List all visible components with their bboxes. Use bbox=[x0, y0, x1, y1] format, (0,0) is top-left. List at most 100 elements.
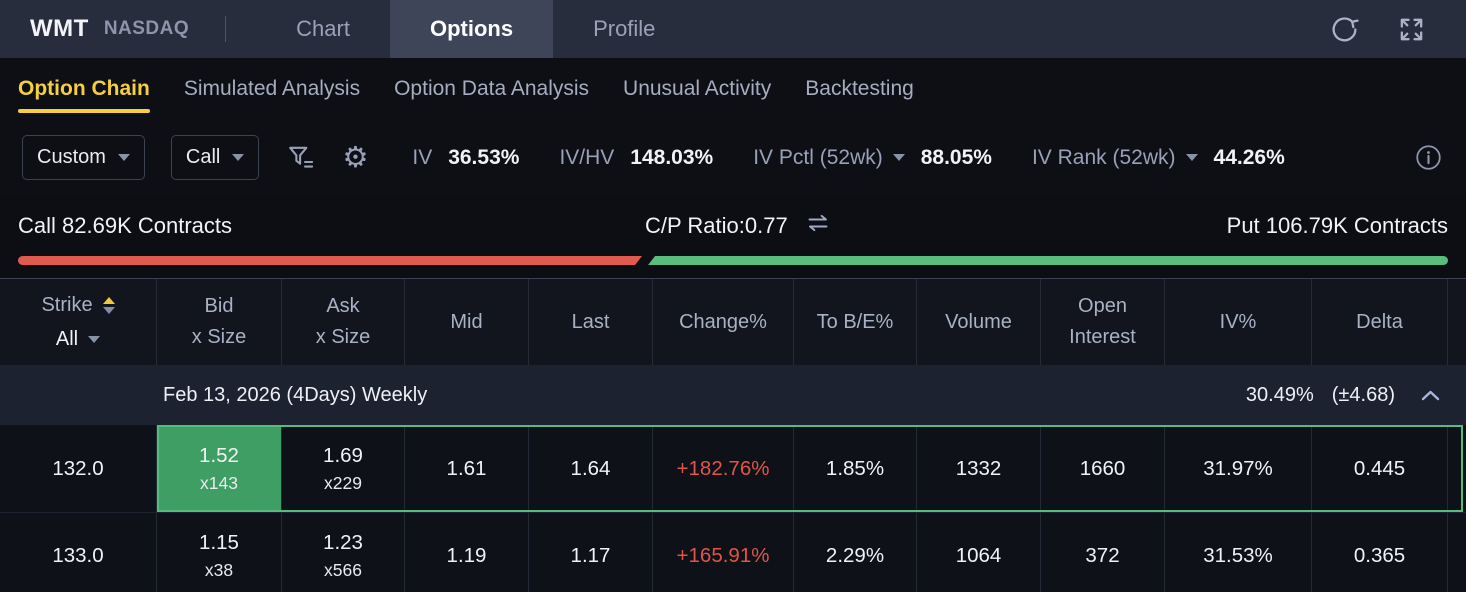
column-volume: Volume bbox=[917, 279, 1041, 365]
to-be-cell: 2.29% bbox=[794, 513, 917, 592]
stat-iv-pctl-label: IV Pctl (52wk) bbox=[753, 146, 905, 170]
chevron-down-icon bbox=[892, 154, 905, 161]
last-cell: 1.64 bbox=[529, 425, 653, 512]
stat-iv-value: 36.53% bbox=[448, 145, 520, 169]
cp-ratio-group: C/P Ratio:0.77 bbox=[645, 211, 832, 241]
call-contracts-label: Call 82.69K Contracts bbox=[18, 213, 232, 238]
stat-iv-rank[interactable]: IV Rank (52wk) 44.26% bbox=[1032, 146, 1285, 170]
side-dropdown-value: Call bbox=[185, 146, 221, 168]
call-put-ratio-section: Call 82.69K Contracts C/P Ratio:0.77 Put… bbox=[0, 204, 1466, 278]
sort-icon[interactable] bbox=[102, 296, 115, 314]
stat-iv-label: IV bbox=[412, 145, 433, 169]
stat-iv-rank-label: IV Rank (52wk) bbox=[1032, 146, 1198, 170]
strategy-dropdown-value: Custom bbox=[37, 146, 106, 168]
column-strike: Strike All bbox=[0, 279, 157, 365]
expiration-iv: 30.49% bbox=[1245, 383, 1314, 406]
sort-asc-icon bbox=[102, 296, 115, 304]
chevron-down-icon bbox=[117, 154, 130, 161]
change-cell: +165.91% bbox=[653, 513, 794, 592]
column-ask: Ask x Size bbox=[282, 279, 405, 365]
subtab-option-data-analysis[interactable]: Option Data Analysis bbox=[394, 76, 590, 100]
stat-iv-pctl[interactable]: IV Pctl (52wk) 88.05% bbox=[753, 146, 992, 170]
put-contracts-label: Put 106.79K Contracts bbox=[1226, 213, 1448, 238]
chain-table-header: Strike All Bid x Size Ask x Size Mid Last … bbox=[0, 278, 1466, 365]
ratio-bar-gap bbox=[642, 256, 648, 265]
topbar-tabs: Chart Options Profile bbox=[256, 0, 695, 58]
volume-cell: 1064 bbox=[917, 513, 1041, 592]
call-volume-bar bbox=[18, 256, 642, 265]
subtab-option-chain[interactable]: Option Chain bbox=[18, 58, 150, 119]
delta-cell: 0.365 bbox=[1312, 513, 1448, 592]
info-icon[interactable] bbox=[1415, 144, 1442, 171]
subtab-simulated-analysis[interactable]: Simulated Analysis bbox=[183, 76, 361, 100]
column-open-interest: Open Interest bbox=[1041, 279, 1165, 365]
bid-cell[interactable]: 1.15 x38 bbox=[157, 513, 282, 592]
delta-cell: 0.445 bbox=[1312, 425, 1448, 512]
stat-ivhv: IV/HV 148.03% bbox=[559, 146, 713, 170]
column-to-be: To B/E% bbox=[794, 279, 917, 365]
topbar-actions bbox=[1330, 15, 1426, 44]
stat-ivhv-value: 148.03% bbox=[630, 145, 714, 169]
topbar: WMT NASDAQ Chart Options Profile bbox=[0, 0, 1466, 58]
chevron-up-icon[interactable] bbox=[1413, 384, 1440, 407]
column-change: Change% bbox=[653, 279, 794, 365]
stat-iv-pctl-value: 88.05% bbox=[920, 145, 992, 169]
mid-cell: 1.19 bbox=[405, 513, 529, 592]
expiration-group-row[interactable]: Feb 13, 2026 (4Days) Weekly 30.49% (±4.6… bbox=[0, 365, 1466, 425]
sort-desc-icon bbox=[102, 306, 115, 314]
tab-chart[interactable]: Chart bbox=[296, 16, 350, 41]
volume-cell: 1332 bbox=[917, 425, 1041, 512]
bid-cell[interactable]: 1.52 x143 bbox=[157, 425, 282, 512]
expected-move: (±4.68) bbox=[1331, 383, 1395, 406]
exchange-label: NASDAQ bbox=[103, 18, 190, 39]
subtab-backtesting[interactable]: Backtesting bbox=[805, 76, 914, 100]
tab-profile[interactable]: Profile bbox=[593, 16, 656, 41]
filler-cell bbox=[1448, 425, 1466, 512]
mid-cell: 1.61 bbox=[405, 425, 529, 512]
open-interest-cell: 372 bbox=[1041, 513, 1165, 592]
strike-cell: 133.0 bbox=[0, 513, 157, 592]
stat-iv-rank-value: 44.26% bbox=[1213, 145, 1285, 169]
options-subtabs: Option Chain Simulated Analysis Option D… bbox=[0, 58, 1466, 119]
ticker-symbol: WMT bbox=[30, 15, 89, 42]
strike-header-label: Strike bbox=[41, 293, 93, 316]
stat-iv: IV 36.53% bbox=[412, 146, 519, 170]
last-cell: 1.17 bbox=[529, 513, 653, 592]
chevron-down-icon bbox=[1185, 154, 1198, 161]
ask-cell[interactable]: 1.23 x566 bbox=[282, 513, 405, 592]
cp-ratio-label: C/P Ratio:0.77 bbox=[645, 213, 788, 238]
filler-cell bbox=[1448, 513, 1466, 592]
chain-toolbar: Custom Call ⚙ IV 36.53% IV/HV 148.03% IV… bbox=[0, 119, 1466, 196]
strategy-dropdown[interactable]: Custom bbox=[22, 135, 145, 180]
topbar-divider bbox=[225, 16, 227, 42]
change-cell: +182.76% bbox=[653, 425, 794, 512]
chevron-down-icon bbox=[88, 335, 101, 343]
option-row-132[interactable]: 132.0 1.52 x143 1.69 x229 1.61 1.64 +182.7… bbox=[0, 425, 1466, 513]
chevron-down-icon bbox=[232, 154, 245, 161]
put-volume-bar bbox=[648, 256, 1448, 265]
column-iv: IV% bbox=[1165, 279, 1312, 365]
iv-cell: 31.97% bbox=[1165, 425, 1312, 512]
swap-icon[interactable] bbox=[804, 211, 832, 241]
strike-cell: 132.0 bbox=[0, 425, 157, 512]
strike-filter-dropdown[interactable]: All bbox=[56, 327, 101, 352]
gear-icon[interactable]: ⚙ bbox=[342, 140, 369, 174]
fullscreen-icon[interactable] bbox=[1397, 15, 1426, 44]
to-be-cell: 1.85% bbox=[794, 425, 917, 512]
option-row-133[interactable]: 133.0 1.15 x38 1.23 x566 1.19 1.17 +165.91… bbox=[0, 513, 1466, 592]
column-bid: Bid x Size bbox=[157, 279, 282, 365]
ask-cell[interactable]: 1.69 x229 bbox=[282, 425, 405, 512]
column-mid: Mid bbox=[405, 279, 529, 365]
iv-cell: 31.53% bbox=[1165, 513, 1312, 592]
expiration-label: Feb 13, 2026 (4Days) Weekly bbox=[163, 383, 428, 406]
refresh-icon[interactable] bbox=[1330, 15, 1359, 44]
column-delta: Delta bbox=[1312, 279, 1448, 365]
side-dropdown[interactable]: Call bbox=[170, 135, 260, 180]
stat-ivhv-label: IV/HV bbox=[559, 145, 615, 169]
expiration-stats: 30.49% (±4.68) bbox=[1246, 384, 1440, 407]
column-filler bbox=[1448, 279, 1466, 365]
subtab-unusual-activity[interactable]: Unusual Activity bbox=[623, 76, 772, 100]
tab-options[interactable]: Options bbox=[389, 0, 554, 58]
filter-icon[interactable] bbox=[285, 142, 316, 173]
